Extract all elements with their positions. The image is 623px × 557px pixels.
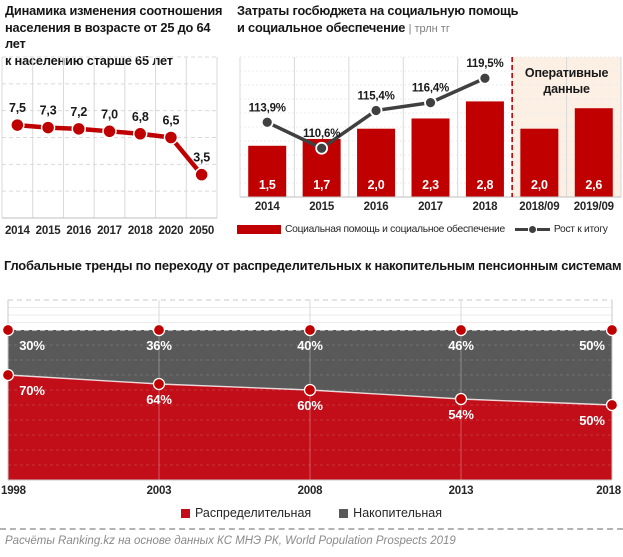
svg-text:2016: 2016: [364, 201, 389, 213]
budget-chart-title: Затраты госбюджета на социальную помощь …: [237, 3, 623, 36]
operational-data-annotation: Оперативные данные: [525, 66, 609, 96]
funded-swatch: [339, 508, 349, 518]
growth-points: [260, 71, 492, 155]
svg-text:50%: 50%: [579, 338, 605, 353]
funded-label: Накопительная: [353, 506, 443, 520]
svg-text:70%: 70%: [19, 383, 45, 398]
svg-text:6,8: 6,8: [132, 110, 149, 124]
svg-text:2003: 2003: [147, 485, 172, 497]
bar-series-label: Социальная помощь и социальное обеспечен…: [285, 224, 505, 235]
ratio-title-line1: Динамика изменения соотношения: [5, 3, 223, 18]
svg-text:36%: 36%: [146, 338, 172, 353]
svg-text:7,0: 7,0: [101, 107, 118, 121]
svg-text:30%: 30%: [19, 338, 45, 353]
line-swatch-dot-icon: [528, 226, 536, 233]
bars: [248, 101, 613, 197]
pension-systems-area-chart: 30% 36% 40% 46% 50% 70% 64% 60% 54% 50% 1998 2003 20…: [1, 299, 622, 497]
data-points: [10, 117, 209, 182]
svg-text:2050: 2050: [189, 225, 214, 237]
svg-text:116,4%: 116,4%: [412, 83, 449, 95]
footer-separator: [0, 528, 623, 530]
x-axis-labels: 1998 2003 2008 2013 2018: [1, 485, 622, 497]
svg-text:2018: 2018: [473, 201, 499, 213]
line-series-swatch: [514, 226, 550, 233]
budget-title-line2: и социальное обеспечение | трлн тг: [237, 20, 623, 37]
line-series-label: Рост к итогу: [553, 224, 608, 235]
legend-item-distributive: Распределительная: [180, 506, 312, 520]
legend-item-funded: Накопительная: [339, 506, 442, 520]
svg-text:2017: 2017: [97, 225, 122, 237]
data-labels: 7,5 7,3 7,2 7,0 6,8 6,5 3,5: [9, 101, 211, 165]
svg-text:2014: 2014: [5, 225, 31, 237]
svg-text:2020: 2020: [159, 225, 184, 237]
svg-text:2018: 2018: [596, 485, 622, 497]
svg-text:данные: данные: [543, 82, 590, 96]
pension-chart-title: Глобальные тренды по переходу от распред…: [4, 258, 622, 273]
svg-text:2013: 2013: [449, 485, 474, 497]
ratio-title-line2: населения в возрасте от 25 до 64 лет: [5, 19, 211, 52]
gridlines: [1, 56, 218, 219]
svg-text:2015: 2015: [309, 201, 335, 213]
budget-chart-units: | трлн тг: [408, 22, 450, 35]
growth-labels: 113,9% 110,6% 115,4% 116,4% 119,5%: [249, 58, 504, 140]
budget-legend: Социальная помощь и социальное обеспечен…: [237, 224, 623, 235]
line-swatch-dash-icon: [514, 228, 528, 231]
svg-text:2016: 2016: [66, 225, 91, 237]
svg-text:2,6: 2,6: [585, 178, 602, 192]
svg-text:110,6%: 110,6%: [303, 128, 340, 140]
bar-value-labels: 1,5 1,7 2,0 2,3 2,8 2,0 2,6: [259, 178, 603, 192]
percent-labels: 30% 36% 40% 46% 50% 70% 64% 60% 54% 50%: [19, 338, 605, 428]
svg-text:2,3: 2,3: [422, 178, 439, 192]
svg-text:1,7: 1,7: [313, 178, 330, 192]
pension-legend: Распределительная Накопительная: [0, 506, 623, 520]
svg-text:2008: 2008: [298, 485, 324, 497]
svg-text:2017: 2017: [418, 201, 443, 213]
bar-series-swatch: [237, 225, 281, 234]
x-axis-labels: 2014 2015 2016 2017 2018 2020 2050: [5, 225, 214, 237]
svg-text:2018: 2018: [128, 225, 154, 237]
svg-text:46%: 46%: [448, 338, 474, 353]
svg-text:7,3: 7,3: [40, 104, 57, 118]
svg-text:7,2: 7,2: [70, 105, 87, 119]
svg-text:1998: 1998: [1, 485, 27, 497]
x-axis-labels: 2014 2015 2016 2017 2018 2018/09 2019/09: [255, 201, 614, 213]
funded-area: [8, 330, 612, 405]
svg-text:113,9%: 113,9%: [249, 102, 286, 114]
svg-text:2,0: 2,0: [368, 178, 385, 192]
svg-text:1,5: 1,5: [259, 178, 276, 192]
svg-text:6,5: 6,5: [163, 114, 180, 128]
svg-text:40%: 40%: [297, 338, 323, 353]
svg-text:2,0: 2,0: [531, 178, 548, 192]
distributive-label: Распределительная: [194, 506, 312, 520]
svg-text:Оперативные: Оперативные: [525, 66, 609, 80]
line-swatch-dash2-icon: [536, 228, 550, 231]
svg-text:50%: 50%: [579, 413, 605, 428]
svg-text:7,5: 7,5: [9, 101, 26, 115]
budget-title-line2-text: и социальное обеспечение: [237, 19, 406, 35]
svg-text:2015: 2015: [36, 225, 62, 237]
social-budget-bar-chart: 1,5 1,7 2,0 2,3 2,8 2,0 2,6113,9%110,6%115,4%1…: [239, 56, 622, 213]
svg-text:54%: 54%: [448, 407, 474, 422]
svg-text:2,8: 2,8: [477, 178, 494, 192]
svg-text:2018/09: 2018/09: [519, 201, 559, 213]
distributive-swatch: [180, 508, 190, 518]
svg-text:115,4%: 115,4%: [357, 90, 394, 102]
budget-title-line1: Затраты госбюджета на социальную помощь: [237, 3, 519, 18]
svg-text:64%: 64%: [146, 392, 172, 407]
data-points: [1, 323, 619, 412]
source-note: Расчёты Ranking.kz на основе данных КС М…: [5, 535, 456, 547]
svg-text:2014: 2014: [255, 201, 281, 213]
svg-text:119,5%: 119,5%: [466, 58, 503, 70]
svg-text:60%: 60%: [297, 398, 323, 413]
svg-text:2019/09: 2019/09: [574, 201, 614, 213]
svg-text:3,5: 3,5: [193, 151, 210, 165]
